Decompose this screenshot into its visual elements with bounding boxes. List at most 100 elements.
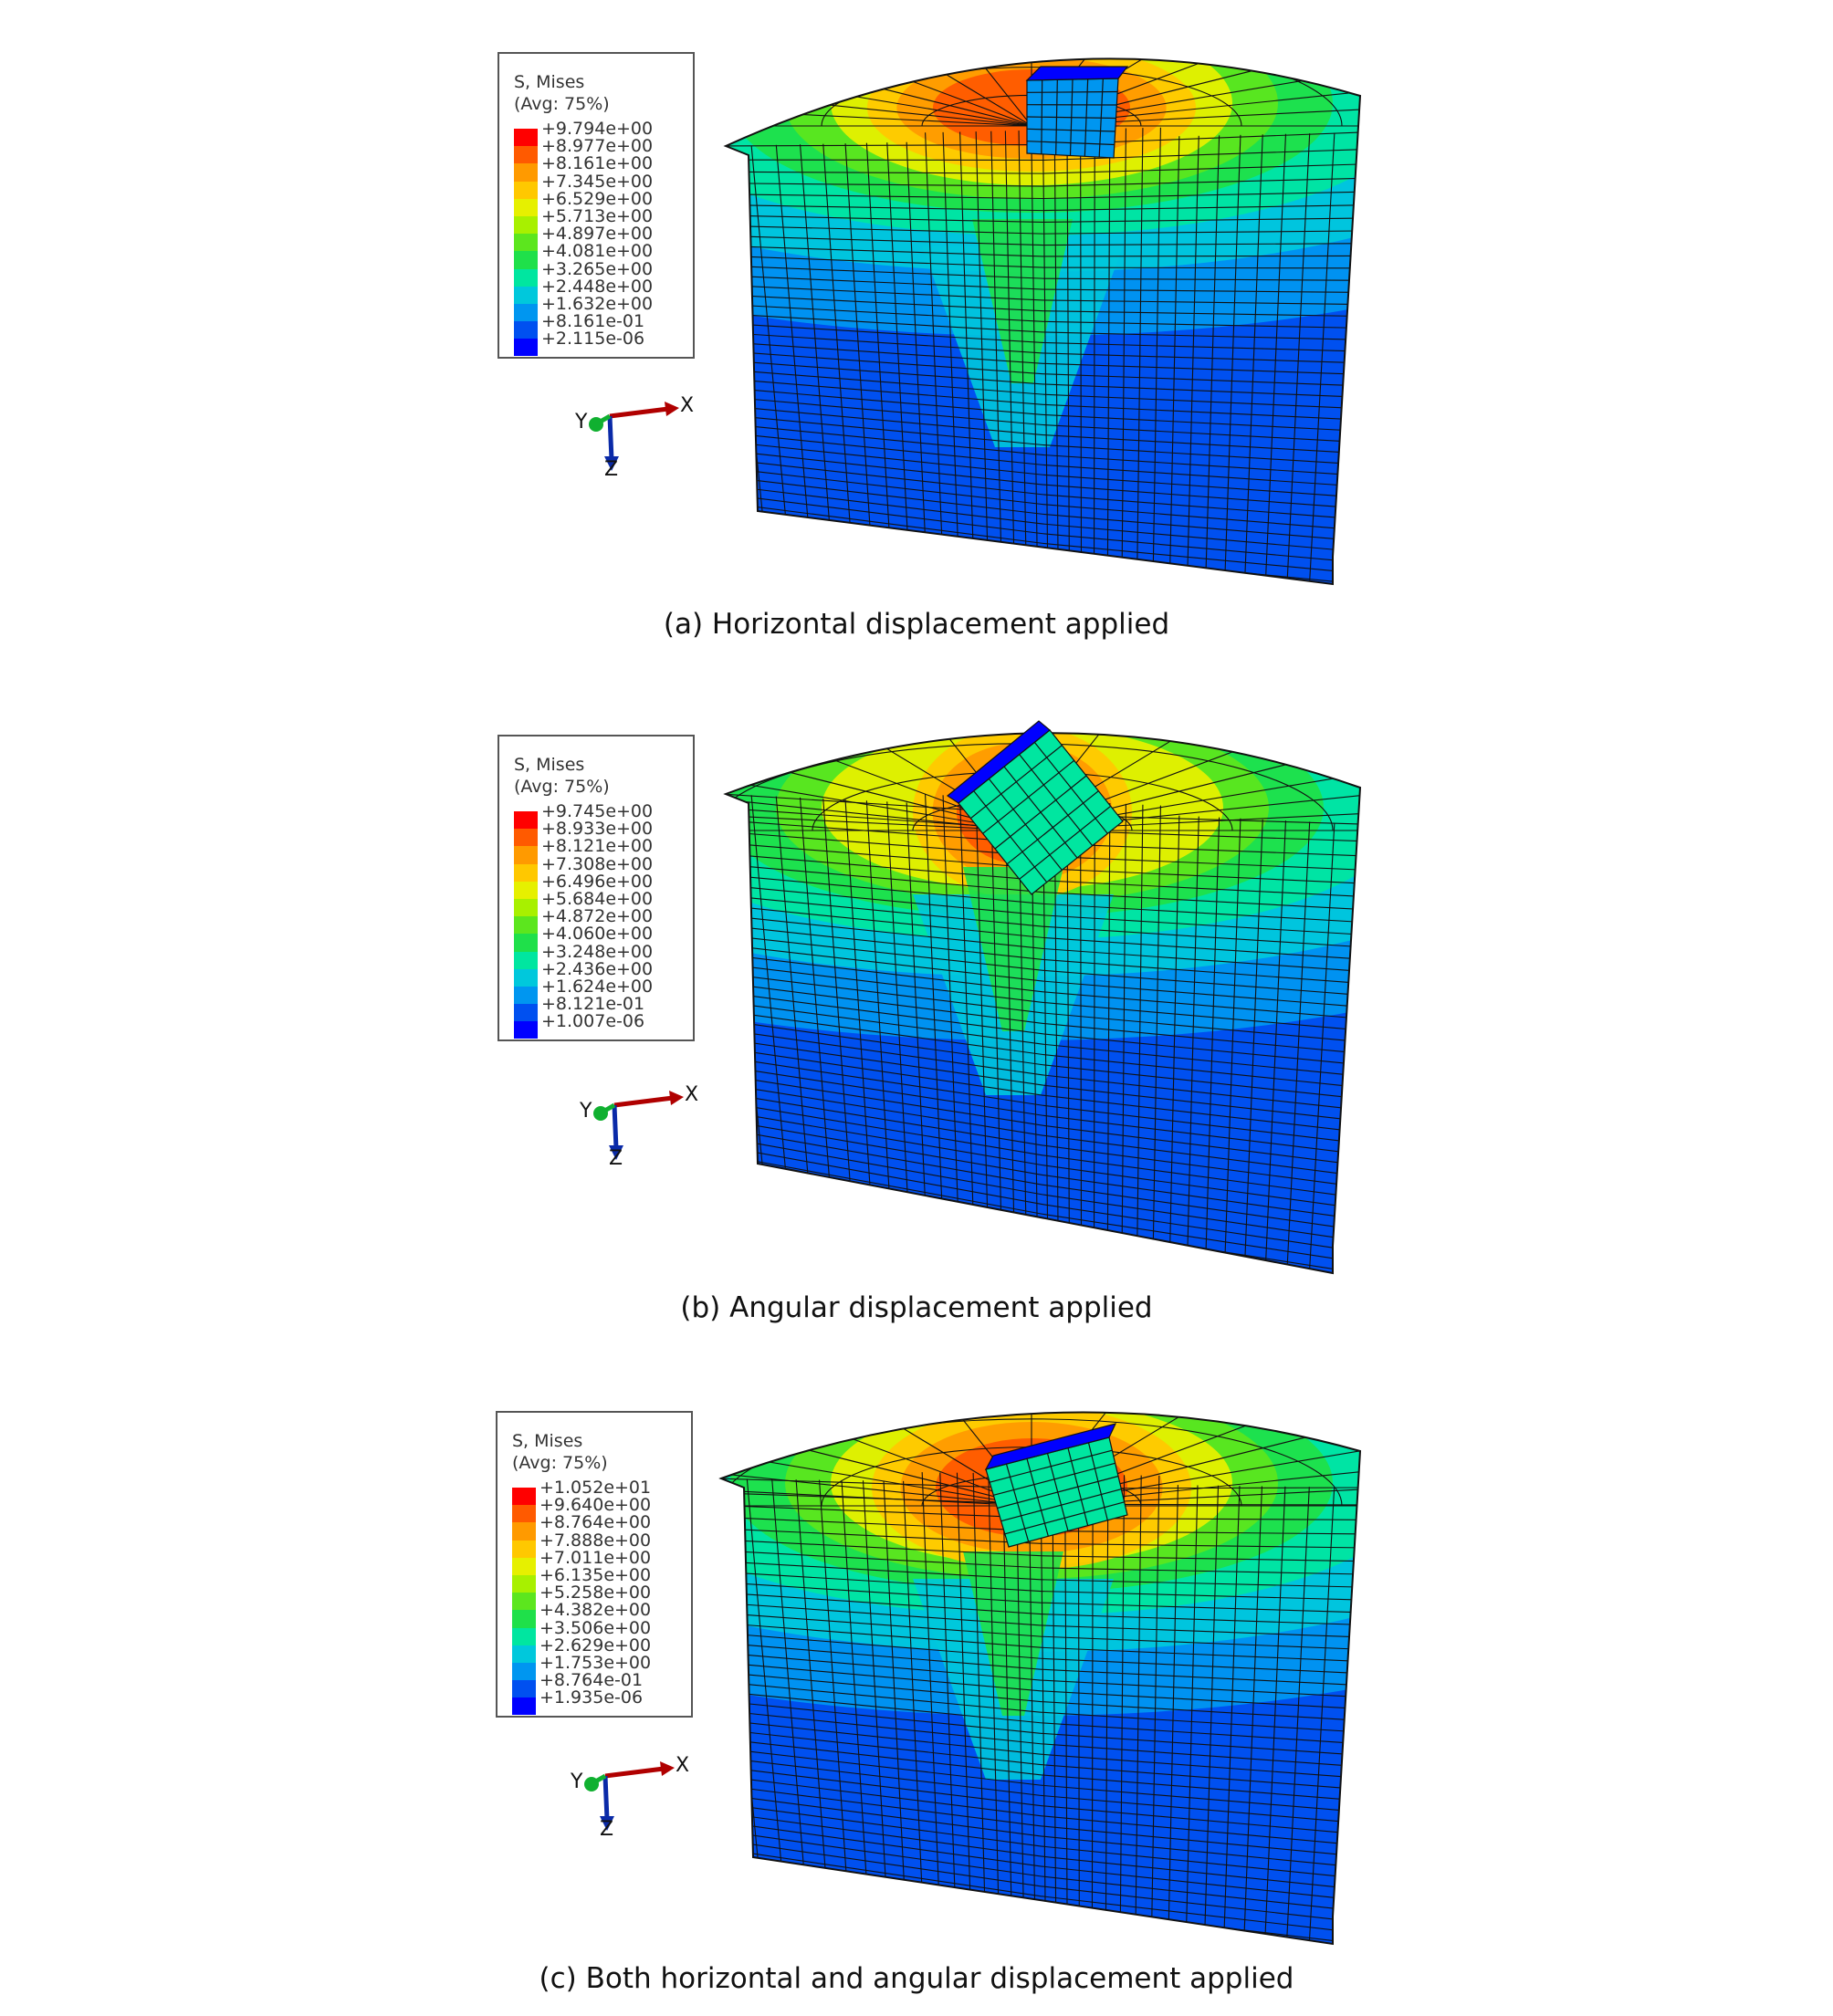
mesh-line — [721, 1434, 1032, 1507]
mesh-line — [1264, 1486, 1286, 1934]
mesh-line — [1042, 352, 1360, 364]
mesh-line — [721, 1456, 1032, 1507]
mesh-line — [726, 914, 1043, 950]
mesh-line — [1052, 1474, 1057, 1903]
z-axis-arrow — [612, 1104, 619, 1150]
legend-value: +7.888e+00 — [539, 1530, 652, 1551]
mesh-line — [1286, 821, 1311, 1265]
mesh-line — [726, 183, 1043, 187]
mesh-line — [726, 501, 1043, 544]
mesh-line — [1040, 1835, 1360, 1868]
mesh-line — [1040, 1567, 1360, 1575]
mesh-line — [1091, 1474, 1094, 1908]
mesh-line — [1040, 1646, 1360, 1662]
mesh-line — [1168, 1485, 1178, 1919]
mesh-line — [1042, 1012, 1360, 1043]
mesh-line — [1169, 815, 1180, 1242]
y-axis-dot — [589, 417, 603, 432]
axis-triad-icon — [589, 402, 679, 471]
mesh-line — [1042, 423, 1360, 444]
mesh-line — [1042, 892, 1360, 910]
mesh-line — [721, 1612, 1042, 1637]
legend-swatch — [514, 934, 538, 952]
mesh-line — [775, 796, 809, 1173]
mesh-line — [726, 360, 1043, 385]
mesh-line — [726, 1145, 1043, 1206]
mesh-line — [726, 294, 1043, 312]
y-axis-label: Y — [571, 1771, 583, 1793]
mesh-line — [1042, 1053, 1360, 1089]
legend-value: +5.713e+00 — [541, 206, 654, 226]
pile-block — [984, 1423, 1128, 1548]
legend-swatch — [512, 1593, 536, 1611]
mesh-line — [1042, 1104, 1360, 1144]
legend-value: +7.345e+00 — [541, 171, 654, 192]
mesh-line — [1106, 128, 1111, 556]
mesh-line — [1136, 804, 1144, 1236]
mesh-line — [726, 1119, 1043, 1176]
mesh-line — [1004, 798, 1015, 1212]
legend-value: +8.161e+00 — [541, 153, 654, 174]
mesh-line — [1105, 1475, 1109, 1910]
mesh-line — [1042, 320, 1360, 329]
mesh-line — [726, 830, 1043, 857]
mesh-line — [799, 144, 830, 520]
mesh-line — [726, 413, 1043, 446]
legend-swatch — [512, 1610, 536, 1628]
mesh-line — [862, 1480, 886, 1877]
mesh-line — [844, 799, 871, 1185]
mesh-line — [1042, 341, 1360, 352]
mesh-line — [726, 303, 1043, 322]
mesh-line — [1042, 1194, 1360, 1242]
mesh-line — [771, 1478, 804, 1865]
mesh-line — [975, 797, 989, 1207]
mesh-line — [721, 1571, 1042, 1593]
mesh-line — [942, 131, 958, 537]
y-axis-dot — [593, 1106, 608, 1121]
mesh-line — [799, 797, 830, 1177]
mesh-line — [1042, 383, 1360, 398]
mesh-line — [1042, 958, 1360, 984]
mesh-line — [1205, 135, 1220, 569]
x-axis-label: X — [676, 1754, 690, 1777]
mesh-line — [721, 1680, 1042, 1713]
mesh-line — [726, 214, 1043, 224]
mesh-line — [921, 1472, 939, 1885]
mesh-line — [1042, 947, 1360, 972]
mesh-line — [1152, 805, 1161, 1239]
mesh-line — [988, 1473, 1000, 1894]
mesh-line — [721, 1550, 1042, 1569]
mesh-line — [726, 440, 1043, 475]
mesh-line — [1136, 128, 1144, 559]
stress-plume-core — [963, 1551, 1063, 1716]
legend-value: +8.933e+00 — [541, 819, 654, 840]
mesh-line — [1042, 1174, 1360, 1220]
mesh-line — [726, 171, 1043, 174]
mesh-line — [726, 404, 1043, 436]
legend-swatch — [512, 1645, 536, 1663]
panel-c: S, Mises (Avg: 75%) +1.052e+01 +9.640e+00… — [0, 1360, 1833, 2016]
mesh-line — [1040, 1825, 1360, 1857]
legend-swatch — [514, 1004, 538, 1022]
mesh-line — [721, 1622, 1042, 1648]
legend-swatch — [514, 846, 538, 864]
figure-caption: (c) Both horizontal and angular displace… — [539, 1962, 1294, 1995]
mesh-line — [1042, 504, 1360, 531]
mesh-line — [886, 142, 908, 530]
legend-title: S, Mises — [512, 1431, 583, 1451]
mesh-line — [721, 1756, 1042, 1796]
mesh-line — [726, 873, 1043, 904]
mesh-line — [1018, 131, 1027, 545]
mesh-line — [726, 204, 1043, 212]
mesh-line — [1040, 1711, 1360, 1733]
mesh-line — [1040, 1555, 1360, 1562]
legend-swatch — [514, 1021, 538, 1039]
mesh-line — [906, 802, 926, 1196]
mesh-line — [990, 131, 1002, 542]
legend-swatch — [514, 968, 538, 987]
mesh-line — [1223, 1486, 1241, 1928]
mesh-line — [1042, 433, 1360, 454]
mesh-line — [721, 1581, 1042, 1603]
mesh-line — [721, 1651, 1042, 1681]
legend-averaging: (Avg: 75%) — [514, 94, 610, 114]
